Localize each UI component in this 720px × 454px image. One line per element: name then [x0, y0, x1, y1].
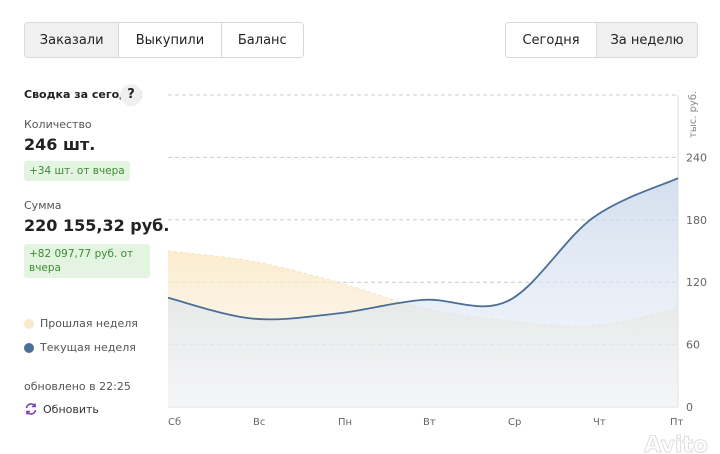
x-tick-label: Вс [253, 417, 265, 428]
x-tick-label: Пт [670, 417, 684, 428]
tab-ordered[interactable]: Заказали [25, 23, 120, 57]
refresh-button[interactable]: Обновить [24, 402, 99, 416]
updated-time: обновлено в 22:25 [24, 380, 131, 393]
tab-bought[interactable]: Выкупили [119, 23, 222, 57]
period-tabs: Сегодня За неделю [505, 22, 698, 58]
qty-delta: +34 шт. от вчера [24, 161, 130, 181]
legend-dot-curr [24, 342, 34, 353]
y-tick-label: 180 [686, 214, 707, 227]
refresh-label: Обновить [43, 402, 99, 416]
y-tick-label: 240 [686, 151, 707, 164]
x-tick-label: Ср [508, 417, 521, 428]
x-tick-label: Чт [593, 417, 606, 428]
qty-value: 246 шт. [24, 135, 96, 154]
tab-week[interactable]: За неделю [597, 23, 697, 57]
tab-today[interactable]: Сегодня [506, 23, 598, 57]
legend-curr: Текущая неделя [24, 341, 136, 354]
y-tick-label: 60 [686, 339, 700, 352]
y-tick-label: 120 [686, 276, 707, 289]
y-axis-label: тыс. руб. [688, 91, 699, 138]
sum-delta: +82 097,77 руб. от вчера [24, 244, 150, 278]
sum-value: 220 155,32 руб. [24, 216, 170, 235]
refresh-icon [25, 403, 37, 415]
qty-label: Количество [24, 118, 92, 131]
legend-curr-label: Текущая неделя [40, 341, 136, 354]
summary-title: Сводка за сегодня [24, 88, 143, 101]
series-area-1 [168, 178, 678, 407]
x-tick-label: Вт [423, 417, 436, 428]
series-area-0 [168, 251, 678, 407]
series-line-1 [167, 177, 679, 321]
legend-prev: Прошлая неделя [24, 317, 138, 330]
series-line-0 [167, 250, 679, 327]
x-tick-label: Сб [168, 417, 181, 428]
tab-balance[interactable]: Баланс [221, 23, 303, 57]
y-tick-label: 0 [686, 401, 693, 414]
sum-label: Сумма [24, 199, 62, 212]
x-tick-label: Пн [338, 417, 352, 428]
metric-tabs: Заказали Выкупили Баланс [24, 22, 304, 58]
legend-dot-prev [24, 318, 34, 329]
help-icon[interactable]: ? [120, 84, 142, 106]
legend-prev-label: Прошлая неделя [40, 317, 138, 330]
watermark: Avito [644, 433, 708, 454]
